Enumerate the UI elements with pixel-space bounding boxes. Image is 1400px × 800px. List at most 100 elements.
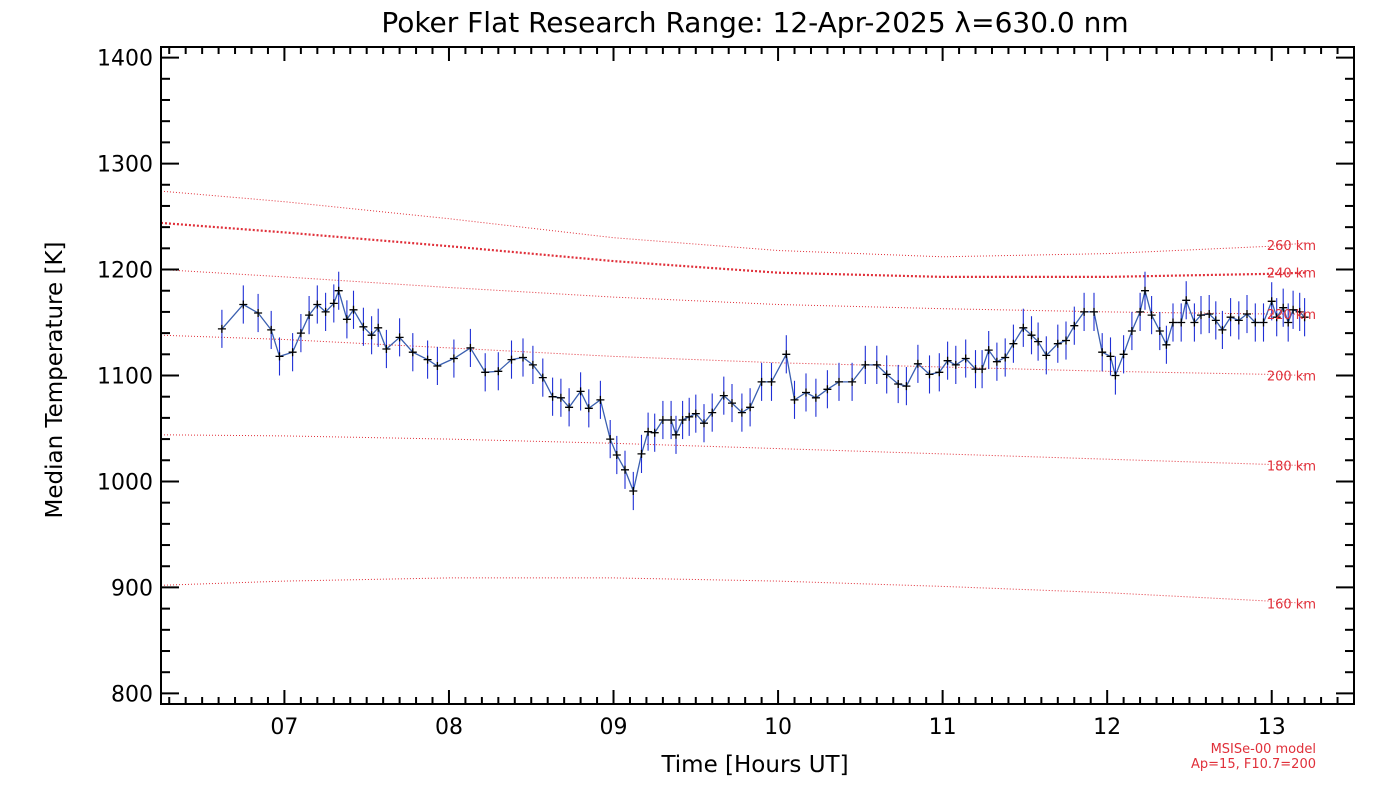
- data-point-29: [538, 373, 547, 382]
- data-point-90: [1098, 348, 1107, 357]
- data-point-18: [395, 333, 404, 342]
- model-curve-160-km: [160, 577, 1305, 604]
- data-point-55: [757, 377, 766, 386]
- data-point-9: [321, 307, 330, 316]
- data-point-32: [565, 403, 574, 412]
- data-point-100: [1169, 318, 1177, 327]
- data-point-36: [606, 435, 615, 444]
- data-point-101: [1177, 318, 1186, 327]
- y-tick-label-3: 1100: [97, 365, 153, 390]
- data-point-59: [802, 388, 810, 397]
- data-point-69: [913, 359, 922, 368]
- data-point-27: [519, 353, 527, 362]
- data-point-15: [367, 331, 376, 340]
- data-point-49: [700, 419, 708, 428]
- data-point-78: [992, 357, 1001, 366]
- data-point-79: [1001, 353, 1010, 362]
- data-point-119: [1300, 313, 1309, 322]
- y-tick-label-2: 1000: [97, 470, 153, 495]
- data-point-71: [935, 368, 944, 377]
- data-point-68: [902, 382, 911, 391]
- data-point-56: [767, 377, 776, 386]
- data-point-25: [494, 367, 503, 376]
- data-point-95: [1136, 307, 1145, 316]
- data-point-62: [835, 377, 843, 386]
- model-label-160-km: 160 km: [1267, 597, 1316, 612]
- data-point-28: [528, 360, 537, 369]
- y-axis-label: Median Temperature [K]: [42, 242, 68, 519]
- data-point-16: [374, 323, 383, 332]
- data-point-46: [678, 416, 687, 424]
- data-point-61: [823, 385, 832, 394]
- data-point-57: [782, 350, 791, 359]
- data-point-26: [507, 355, 516, 364]
- data-point-64: [861, 360, 870, 369]
- y-tick-label-0: 800: [111, 682, 153, 707]
- x-tick-label-4: 11: [929, 715, 957, 740]
- data-point-110: [1243, 310, 1251, 318]
- data-point-7: [305, 311, 314, 320]
- data-point-97: [1147, 311, 1156, 320]
- data-point-118: [1295, 307, 1304, 316]
- data-point-4: [275, 352, 284, 361]
- model-curve-220-km: [160, 269, 1305, 315]
- data-point-8: [313, 300, 322, 309]
- data-point-106: [1211, 316, 1220, 325]
- data-point-114: [1272, 313, 1281, 322]
- data-point-44: [667, 416, 676, 424]
- data-point-89: [1090, 307, 1098, 316]
- data-point-107: [1218, 325, 1227, 334]
- data-point-37: [612, 451, 621, 459]
- model-curve-180-km: [160, 434, 1305, 467]
- data-point-104: [1197, 311, 1205, 320]
- x-tick-label-5: 12: [1093, 715, 1121, 740]
- data-point-47: [685, 412, 694, 421]
- data-point-10: [329, 299, 338, 308]
- data-point-91: [1106, 352, 1115, 361]
- data-point-63: [848, 377, 857, 386]
- x-axis-label: Time [Hours UT]: [660, 752, 848, 778]
- data-point-115: [1279, 303, 1288, 312]
- x-tick-label-6: 13: [1258, 715, 1286, 740]
- data-point-60: [811, 393, 820, 402]
- data-point-53: [737, 408, 746, 417]
- data-point-105: [1205, 310, 1214, 318]
- data-point-108: [1226, 313, 1235, 322]
- chart-title: Poker Flat Research Range: 12-Apr-2025 λ…: [381, 6, 1128, 39]
- data-point-0: [217, 324, 226, 333]
- data-point-109: [1234, 316, 1243, 325]
- data-point-13: [349, 305, 358, 314]
- data-point-96: [1141, 286, 1149, 295]
- model-label-200-km: 200 km: [1267, 370, 1316, 385]
- model-label-220-km: 220 km: [1267, 308, 1316, 323]
- data-point-65: [872, 360, 881, 369]
- data-point-1: [239, 300, 248, 309]
- data-point-74: [961, 354, 970, 363]
- data-point-11: [334, 286, 343, 295]
- data-point-76: [978, 365, 987, 374]
- data-point-102: [1182, 296, 1191, 305]
- data-point-80: [1009, 339, 1018, 348]
- data-series: [217, 271, 1309, 511]
- model-curves: [160, 190, 1305, 604]
- model-annotation-line2: Ap=15, F10.7=200: [1191, 757, 1316, 772]
- data-point-86: [1062, 336, 1070, 345]
- x-tick-label-1: 08: [435, 715, 463, 740]
- y-tick-label-4: 1200: [97, 259, 153, 284]
- model-label-240-km: 240 km: [1267, 267, 1316, 282]
- data-point-67: [894, 380, 903, 388]
- data-point-103: [1190, 318, 1199, 327]
- data-point-82: [1027, 331, 1036, 340]
- data-point-41: [644, 427, 653, 436]
- data-point-33: [576, 387, 585, 396]
- data-point-51: [719, 391, 728, 400]
- data-point-50: [708, 408, 717, 417]
- data-point-92: [1111, 371, 1120, 380]
- data-point-45: [672, 430, 680, 439]
- data-point-21: [433, 362, 442, 370]
- data-point-20: [423, 355, 432, 364]
- data-point-14: [359, 322, 368, 331]
- data-point-85: [1053, 339, 1062, 348]
- y-tick-label-1: 900: [111, 576, 153, 601]
